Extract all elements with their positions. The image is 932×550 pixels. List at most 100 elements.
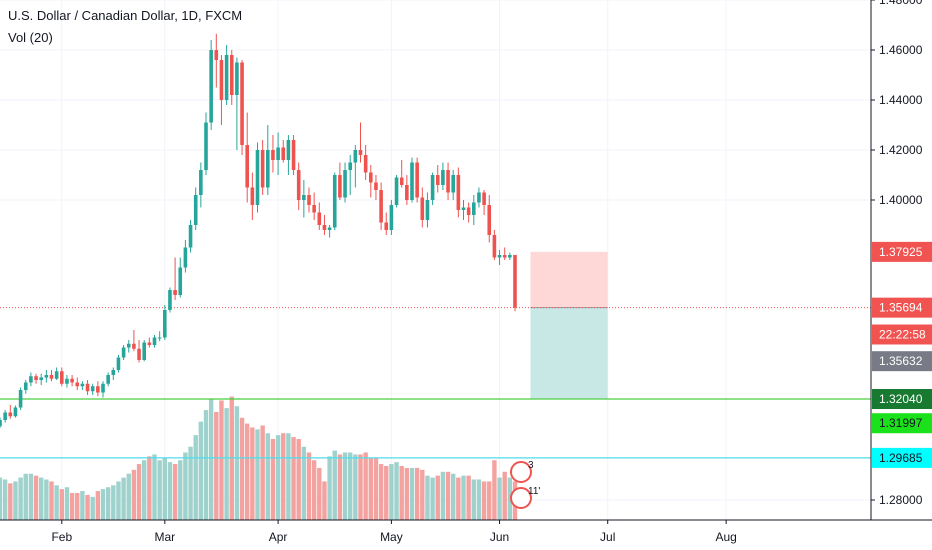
volume-bar <box>399 466 404 520</box>
horizontal-lines[interactable] <box>0 307 871 459</box>
candle-body <box>18 390 23 408</box>
volume-bar <box>378 464 384 520</box>
volume-bar <box>69 493 75 520</box>
volume-bar <box>2 479 8 520</box>
time-tick-label: May <box>380 530 403 544</box>
candle-body <box>348 162 352 170</box>
candle-body <box>435 175 440 185</box>
candle-body <box>199 170 203 195</box>
short-position-tool[interactable] <box>530 251 608 399</box>
volume-bar <box>8 483 13 520</box>
price-level-labels: 1.37925 1.35694 22:22:58 1.35632 1.32040 1.31… <box>872 241 932 468</box>
volume-bar <box>476 479 482 520</box>
volume-indicator-label[interactable]: Vol (20) <box>8 30 53 45</box>
candle-body <box>461 207 466 210</box>
volume-bar <box>466 475 471 520</box>
price-tick-label: 1.48000 <box>879 0 923 7</box>
price-level-label: 1.32040 <box>879 392 923 406</box>
volume-bar <box>492 460 497 520</box>
volume-bar <box>445 471 451 520</box>
take-profit-zone <box>530 307 608 399</box>
volume-bar <box>18 477 23 520</box>
price-level-label: 22:22:58 <box>879 328 926 342</box>
volume-bar <box>64 487 70 520</box>
candle-body <box>446 170 450 193</box>
axes <box>0 0 932 521</box>
candle-body <box>209 50 213 123</box>
candle-body <box>332 175 337 228</box>
volume-bar <box>193 435 198 520</box>
volume-bar <box>327 456 332 520</box>
price-level-label: 1.35694 <box>879 301 923 315</box>
event-markers[interactable]: 3 11' <box>510 460 540 509</box>
candle-body <box>513 255 517 308</box>
volume-bar <box>481 481 487 520</box>
candle-body <box>96 386 100 393</box>
candle-body <box>379 190 383 223</box>
stop-loss-zone <box>530 251 608 308</box>
candle-body <box>39 377 43 380</box>
candle-body <box>384 222 389 230</box>
volume-bar <box>59 489 64 520</box>
volume-bar <box>389 464 394 520</box>
candle-body <box>358 150 363 155</box>
volume-bar <box>502 471 507 520</box>
volume-bar <box>286 433 291 520</box>
price-scale-labels[interactable]: 1.48000 1.46000 1.44000 1.42000 1.40000 1.280… <box>871 0 923 507</box>
candle-body <box>482 192 486 205</box>
candle-body <box>85 383 90 392</box>
price-tick-label: 1.28000 <box>879 493 923 507</box>
candle-body <box>204 122 208 170</box>
volume-bar <box>363 452 368 520</box>
candle-body <box>49 375 54 379</box>
volume-bar <box>239 417 245 520</box>
price-level-label: 1.29685 <box>879 451 923 465</box>
volume-bar <box>172 464 178 520</box>
volume-bar <box>80 491 85 520</box>
volume-bar <box>116 481 121 520</box>
candle-body <box>193 195 198 225</box>
volume-bar <box>270 439 276 520</box>
volume-bar <box>414 467 420 520</box>
candle-body <box>8 412 13 417</box>
volume-bar <box>100 489 106 520</box>
symbol-title[interactable]: U.S. Dollar / Canadian Dollar, 1D, FXCM <box>8 8 243 23</box>
volume-bar <box>54 485 59 520</box>
volume-bar <box>90 496 95 520</box>
volume-bar <box>255 429 260 520</box>
candle-body <box>286 140 291 160</box>
volume-bar <box>245 423 250 520</box>
volume-bar <box>39 477 44 520</box>
volume-bar <box>291 437 296 520</box>
candle-body <box>456 175 461 210</box>
candle-body <box>90 386 95 392</box>
volume-bar <box>33 475 39 520</box>
volume-bar <box>296 439 301 520</box>
candle-body <box>147 342 152 345</box>
volume-bar <box>183 452 188 520</box>
volume-bar <box>23 473 28 520</box>
candle-body <box>111 370 116 375</box>
candle-body <box>44 375 49 378</box>
candle-body <box>121 347 126 358</box>
volume-bar <box>420 469 425 520</box>
candle-body <box>374 182 378 190</box>
candle-body <box>132 343 136 349</box>
volume-bar <box>409 467 415 520</box>
volume-bar <box>75 493 80 520</box>
volume-bar <box>353 454 358 520</box>
candle-body <box>255 150 260 205</box>
candle-body <box>425 200 430 220</box>
candle-body <box>343 170 347 198</box>
candle-body <box>369 172 373 183</box>
time-scale-labels[interactable]: Feb Mar Apr May Jun Jul Aug <box>51 520 737 544</box>
volume-bar <box>358 454 363 520</box>
volume-bar <box>461 475 466 520</box>
volume-bar <box>147 456 152 520</box>
volume-bar <box>234 406 240 520</box>
volume-bar <box>456 477 461 520</box>
candle-body <box>399 177 404 185</box>
candle-body <box>23 382 28 390</box>
candle-body <box>240 62 244 145</box>
